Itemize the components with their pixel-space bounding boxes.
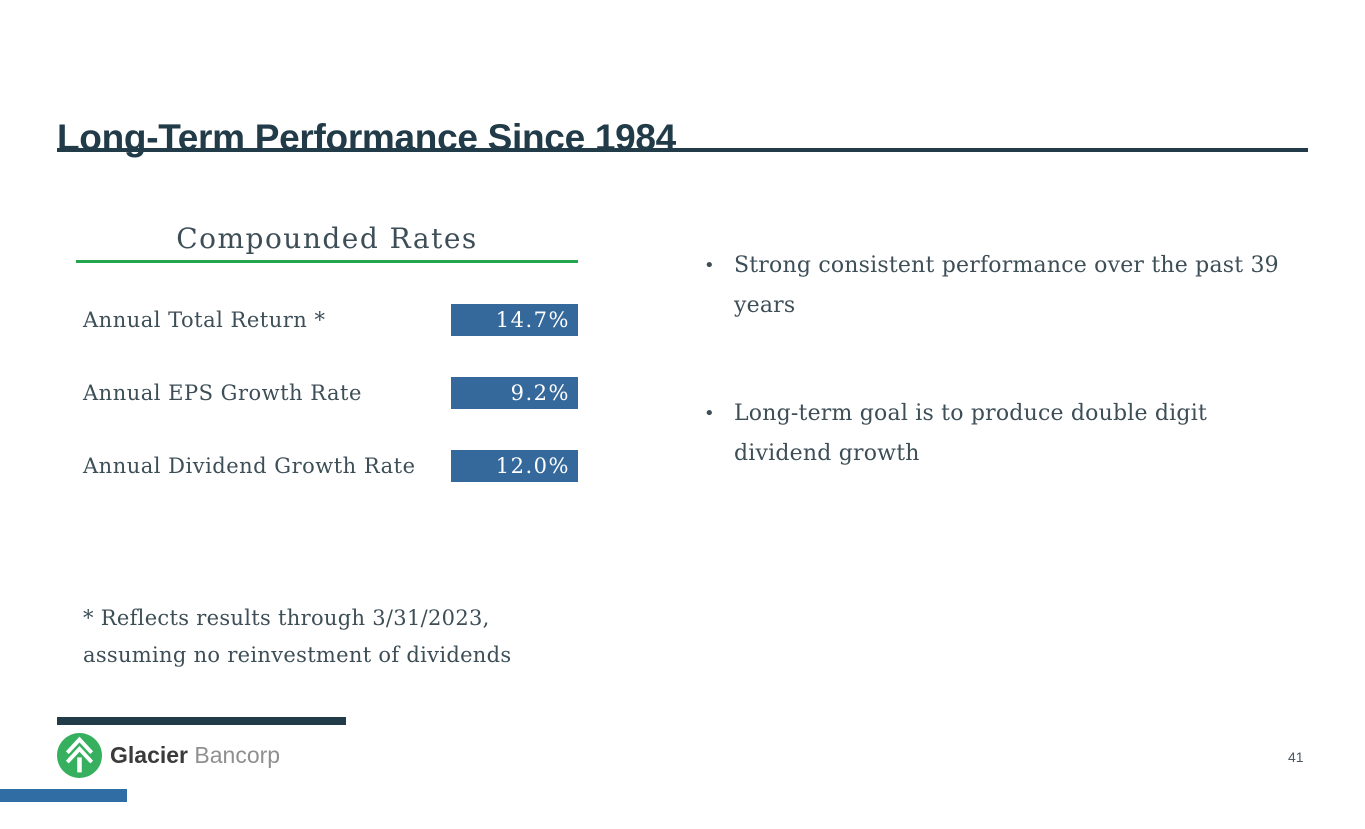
footnote: * Reflects results through 3/31/2023, as… [83, 600, 511, 674]
logo-word-glacier: Glacier [110, 742, 188, 768]
rate-value-annual-eps-growth: 9.2% [451, 377, 578, 409]
bullet-marker: • [704, 255, 715, 276]
bullet-text-performance: Strong consistent performance over the p… [734, 253, 1279, 318]
glacier-bancorp-logo: Glacier Bancorp [57, 733, 280, 778]
rate-label-annual-dividend-growth: Annual Dividend Growth Rate [83, 454, 416, 478]
logo-word-bancorp: Bancorp [194, 742, 281, 768]
footer-dark-bar [57, 717, 346, 725]
logo-wordmark: Glacier Bancorp [110, 742, 280, 769]
footer-accent-bar [0, 789, 127, 802]
title-underline-rule [57, 148, 1308, 152]
rate-label-annual-eps-growth: Annual EPS Growth Rate [83, 381, 362, 405]
footnote-line-2: assuming no reinvestment of dividends [83, 643, 512, 667]
list-item: • Long-term goal is to produce double di… [704, 394, 1304, 474]
bullet-list: • Strong consistent performance over the… [704, 246, 1304, 542]
bullet-text-dividend-goal: Long-term goal is to produce double digi… [734, 401, 1207, 466]
rates-panel-heading: Compounded Rates [176, 222, 478, 255]
rate-label-annual-total-return: Annual Total Return * [83, 308, 326, 332]
bullet-marker: • [704, 403, 715, 424]
list-item: • Strong consistent performance over the… [704, 246, 1304, 326]
rates-panel-green-rule [76, 260, 578, 263]
slide-title: Long-Term Performance Since 1984 [57, 116, 676, 158]
page-number: 41 [1288, 749, 1304, 765]
evergreen-tree-icon [57, 733, 102, 778]
rate-value-annual-dividend-growth: 12.0% [451, 450, 578, 482]
footnote-line-1: * Reflects results through 3/31/2023, [83, 606, 490, 630]
rate-value-annual-total-return: 14.7% [451, 304, 578, 336]
